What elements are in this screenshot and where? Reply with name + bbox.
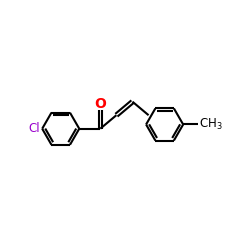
Text: CH$_3$: CH$_3$ [199,117,223,132]
Text: O: O [94,97,106,111]
Text: Cl: Cl [28,122,40,135]
